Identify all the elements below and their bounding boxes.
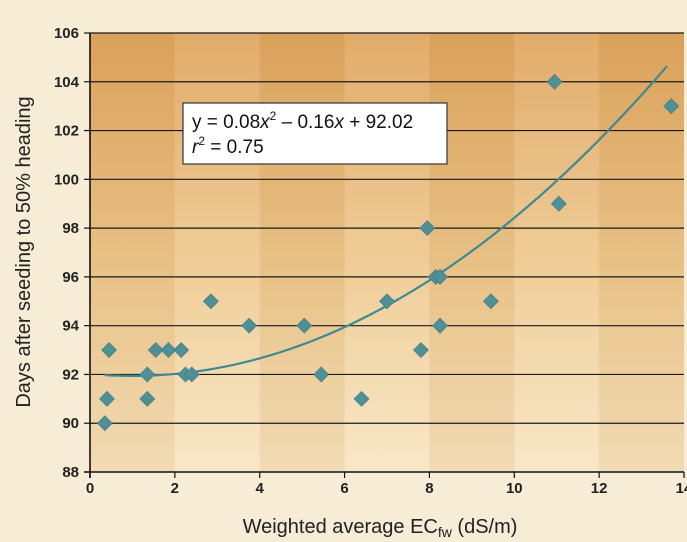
x-tick-label: 8 <box>425 480 433 497</box>
y-tick-label: 88 <box>62 464 79 481</box>
data-point <box>432 317 448 334</box>
data-point <box>160 342 177 358</box>
r2-var: r <box>192 137 199 158</box>
equation-prefix: y = 0.08 <box>192 112 260 133</box>
tick-labels: 88 90 92 94 96 98 100 102 104 106 0 2 4 6 8 10 12 14 <box>54 25 687 497</box>
axes <box>84 32 685 478</box>
data-point <box>183 366 200 383</box>
plot-background <box>90 33 684 472</box>
x-tick-label: 14 <box>676 480 687 497</box>
y-tick-label: 96 <box>62 269 79 286</box>
data-point <box>147 342 164 358</box>
y-tick-label: 98 <box>62 220 79 237</box>
equation-box-frame <box>182 102 448 165</box>
plot-band <box>90 33 175 472</box>
y-axis-title: Days after seeding to 50% heading <box>13 96 35 407</box>
data-point <box>241 317 258 334</box>
x-tick-label: 10 <box>506 480 523 497</box>
x-tick-label: 12 <box>591 480 608 497</box>
r2-exponent: 2 <box>198 134 205 148</box>
data-point <box>139 366 156 383</box>
data-point <box>296 317 313 334</box>
y-tick-label: 102 <box>54 123 79 140</box>
x-axis-title: Weighted average ECfw (dS/m) <box>243 516 518 540</box>
data-point <box>202 293 219 310</box>
plot-band <box>514 33 600 472</box>
r2-value: = 0.75 <box>205 137 264 158</box>
data-point <box>546 73 563 90</box>
data-point <box>313 366 330 383</box>
data-point <box>101 342 118 358</box>
equation-exponent: 2 <box>270 109 277 123</box>
x-axis-title-main: Weighted average EC <box>243 516 438 538</box>
data-point <box>353 390 370 407</box>
plot-band <box>174 33 260 472</box>
x-tick-label: 2 <box>171 480 179 497</box>
y-tick-label: 92 <box>62 366 79 383</box>
data-point <box>663 98 680 115</box>
r-squared: r2 = 0.75 <box>192 134 264 158</box>
data-point <box>550 195 567 212</box>
equation-var-x-2: x <box>333 112 345 133</box>
equation-var-x: x <box>259 112 271 133</box>
y-tick-label: 94 <box>62 318 79 335</box>
x-tick-label: 0 <box>86 480 94 497</box>
data-point <box>413 342 429 358</box>
data-point <box>173 342 190 358</box>
data-point <box>99 390 115 407</box>
x-axis-title-unit: (dS/m) <box>452 516 518 538</box>
equation-box: y = 0.08x2 – 0.16x + 92.02 r2 = 0.75 <box>182 102 448 165</box>
data-point <box>483 293 499 310</box>
data-point <box>432 268 448 285</box>
fit-equation: y = 0.08x2 – 0.16x + 92.02 <box>192 109 413 133</box>
x-axis-title-subscript: fw <box>438 524 453 540</box>
data-point <box>419 220 436 237</box>
y-tick-label: 90 <box>62 415 79 432</box>
y-tick-label: 106 <box>54 25 79 42</box>
x-tick-label: 6 <box>340 480 348 497</box>
plot-band <box>429 33 515 472</box>
data-point <box>96 415 113 432</box>
data-points <box>96 73 680 432</box>
plot-band <box>259 33 345 472</box>
plot-band <box>344 33 430 472</box>
x-tick-label: 4 <box>256 480 265 497</box>
y-tick-label: 104 <box>54 74 80 91</box>
equation-suffix: + 92.02 <box>344 112 413 133</box>
data-point <box>139 390 156 407</box>
equation-middle: – 0.16 <box>276 112 334 133</box>
y-tick-label: 100 <box>54 171 79 188</box>
data-point <box>379 293 395 310</box>
